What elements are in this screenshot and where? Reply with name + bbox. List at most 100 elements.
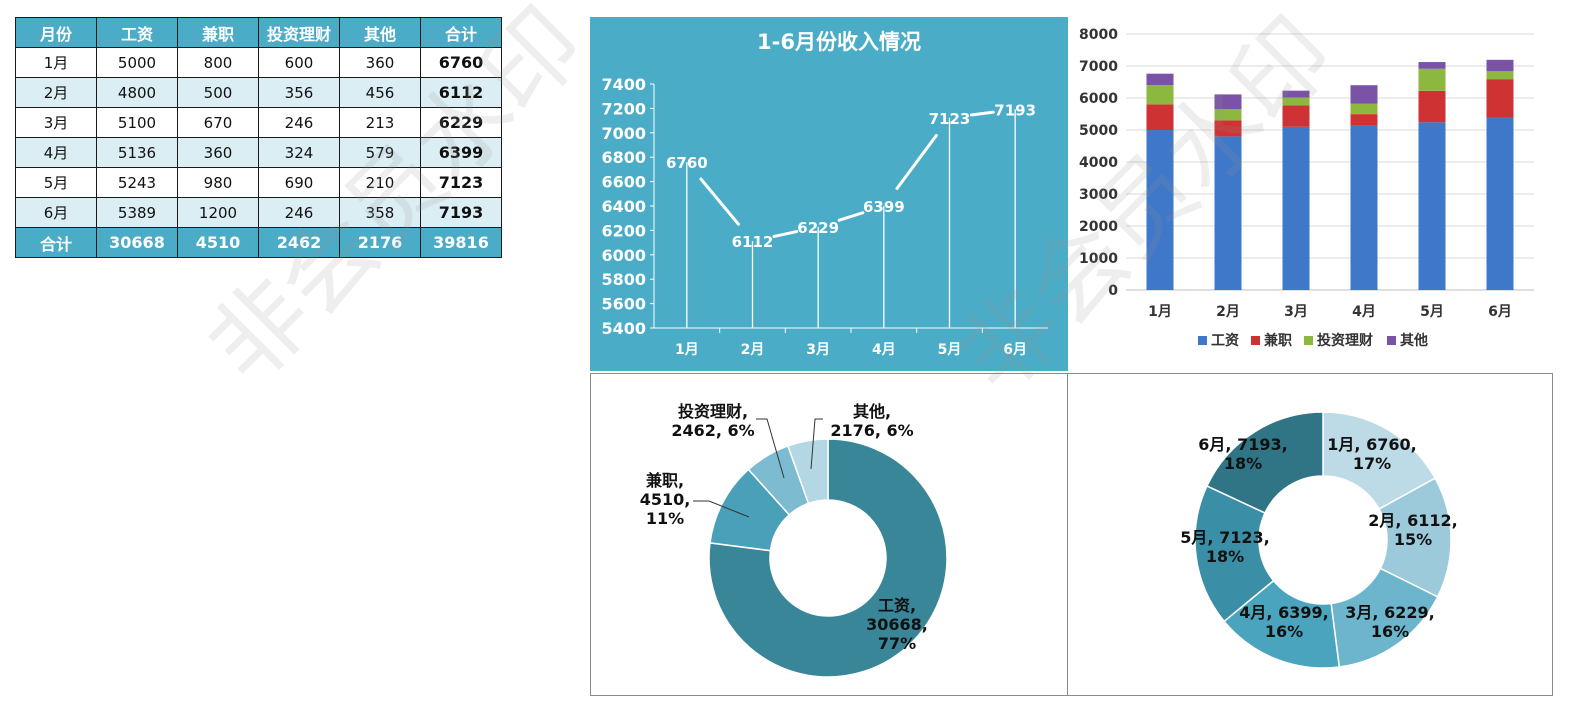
cell-total: 6399 bbox=[420, 137, 502, 168]
x-tick-label: 1月 bbox=[675, 342, 699, 358]
data-label: 兼职, 4510, 11% bbox=[640, 471, 691, 528]
data-label: 4月, 6399, 16% bbox=[1239, 603, 1328, 641]
table-row: 2月 4800 500 356 456 6112 bbox=[15, 77, 502, 108]
cell-investment: 600 bbox=[258, 47, 340, 78]
table-row: 5月 5243 980 690 210 7123 bbox=[15, 167, 502, 198]
total-investment: 2462 bbox=[258, 227, 340, 258]
bar-segment bbox=[1282, 90, 1310, 98]
y-tick-label: 4000 bbox=[1079, 155, 1118, 171]
bar-segment bbox=[1418, 90, 1446, 123]
cell-month: 6月 bbox=[15, 197, 97, 228]
y-tick-label: 6400 bbox=[601, 197, 646, 216]
cell-total: 6229 bbox=[420, 107, 502, 138]
cell-month: 5月 bbox=[15, 167, 97, 198]
bar-segment bbox=[1214, 136, 1242, 290]
month-donut-panel: 1月, 6760, 17% 2月, 6112, 15% 3月, 6229, 16% 4月, … bbox=[1067, 373, 1553, 696]
y-tick-label: 5600 bbox=[601, 295, 646, 314]
bar-segment bbox=[1350, 125, 1378, 290]
bar-segment bbox=[1486, 71, 1514, 80]
series-line-segment bbox=[772, 230, 799, 238]
chart-background bbox=[590, 17, 1068, 371]
bar-segment bbox=[1350, 85, 1378, 104]
bar-segment bbox=[1282, 126, 1310, 290]
data-label: 7193 bbox=[994, 101, 1036, 119]
chart-title: 1-6月份收入情况 bbox=[757, 30, 921, 54]
header-parttime: 兼职 bbox=[177, 17, 259, 48]
header-total: 合计 bbox=[420, 17, 502, 48]
y-tick-label: 7400 bbox=[601, 75, 646, 94]
x-tick-label: 6月 bbox=[1488, 304, 1512, 320]
x-tick-label: 6月 bbox=[1003, 342, 1027, 358]
bar-segment bbox=[1214, 109, 1242, 121]
x-tick-label: 2月 bbox=[1216, 304, 1240, 320]
cell-investment: 356 bbox=[258, 77, 340, 108]
legend-swatch bbox=[1251, 336, 1260, 345]
leader-line bbox=[756, 418, 785, 479]
series-line-segment bbox=[895, 133, 938, 190]
donut-slice bbox=[1205, 411, 1324, 514]
cell-total: 7193 bbox=[420, 197, 502, 228]
total-grand: 39816 bbox=[420, 227, 502, 258]
x-tick-label: 5月 bbox=[938, 342, 962, 358]
x-tick-label: 4月 bbox=[872, 342, 896, 358]
bar-segment bbox=[1214, 120, 1242, 137]
table-row: 1月 5000 800 600 360 6760 bbox=[15, 47, 502, 78]
y-tick-label: 7000 bbox=[601, 124, 646, 143]
y-tick-label: 6000 bbox=[601, 246, 646, 265]
x-tick-label: 4月 bbox=[1352, 304, 1376, 320]
y-tick-label: 1000 bbox=[1079, 251, 1118, 267]
cell-other: 210 bbox=[339, 167, 421, 198]
y-tick-label: 2000 bbox=[1079, 219, 1118, 235]
x-tick-label: 3月 bbox=[1284, 304, 1308, 320]
cell-investment: 690 bbox=[258, 167, 340, 198]
cell-other: 358 bbox=[339, 197, 421, 228]
cell-parttime: 360 bbox=[177, 137, 259, 168]
x-tick-label: 3月 bbox=[806, 342, 830, 358]
legend-swatch bbox=[1198, 336, 1207, 345]
cell-other: 360 bbox=[339, 47, 421, 78]
legend-swatch bbox=[1387, 336, 1396, 345]
cell-parttime: 800 bbox=[177, 47, 259, 78]
cell-investment: 246 bbox=[258, 107, 340, 138]
bar-segment bbox=[1146, 85, 1174, 105]
bar-segment bbox=[1146, 73, 1174, 86]
y-tick-label: 6200 bbox=[601, 221, 646, 240]
total-other: 2176 bbox=[339, 227, 421, 258]
cell-salary: 5136 bbox=[96, 137, 178, 168]
y-tick-label: 0 bbox=[1108, 283, 1118, 299]
data-label: 6112 bbox=[732, 233, 774, 251]
donut-slice bbox=[1194, 484, 1275, 623]
table-row: 3月 5100 670 246 213 6229 bbox=[15, 107, 502, 138]
data-label: 6229 bbox=[797, 219, 839, 237]
bar-segment bbox=[1486, 79, 1514, 118]
x-tick-label: 1月 bbox=[1148, 304, 1172, 320]
data-label: 5月, 7123, 18% bbox=[1180, 528, 1269, 566]
legend-label: 投资理财 bbox=[1317, 332, 1373, 349]
bar-segment bbox=[1282, 105, 1310, 127]
cell-salary: 5243 bbox=[96, 167, 178, 198]
cell-month: 2月 bbox=[15, 77, 97, 108]
data-label: 6月, 7193, 18% bbox=[1198, 435, 1287, 473]
table-total-row: 合计 30668 4510 2462 2176 39816 bbox=[15, 227, 502, 258]
y-tick-label: 6800 bbox=[601, 148, 646, 167]
table-header-row: 月份 工资 兼职 投资理财 其他 合计 bbox=[15, 17, 502, 48]
y-tick-label: 7200 bbox=[601, 99, 646, 118]
table-row: 4月 5136 360 324 579 6399 bbox=[15, 137, 502, 168]
cell-other: 579 bbox=[339, 137, 421, 168]
bar-segment bbox=[1146, 104, 1174, 130]
line-chart: 1-6月份收入情况 5400 5600 5800 6000 6200 6400 6600 680… bbox=[590, 17, 1068, 371]
cell-month: 4月 bbox=[15, 137, 97, 168]
data-label: 投资理财, 2462, 6% bbox=[671, 402, 754, 440]
legend-label: 兼职 bbox=[1264, 332, 1292, 349]
cell-investment: 324 bbox=[258, 137, 340, 168]
stacked-bar-chart: 0 1000 2000 3000 4000 5000 6000 7000 8000 1月 2月 3月 4… bbox=[1079, 27, 1534, 349]
x-tick-label: 2月 bbox=[741, 342, 765, 358]
donut-slice bbox=[708, 438, 948, 678]
y-tick-label: 5800 bbox=[601, 270, 646, 289]
cell-parttime: 1200 bbox=[177, 197, 259, 228]
cell-month: 1月 bbox=[15, 47, 97, 78]
category-donut-chart: 工资, 30668, 77% 兼职, 4510, 11% 投资理财, 2462, 6% 其他, 2… bbox=[640, 402, 948, 678]
series-line-segment bbox=[969, 110, 995, 117]
bar-segment bbox=[1214, 94, 1242, 110]
bar-segment bbox=[1418, 68, 1446, 91]
